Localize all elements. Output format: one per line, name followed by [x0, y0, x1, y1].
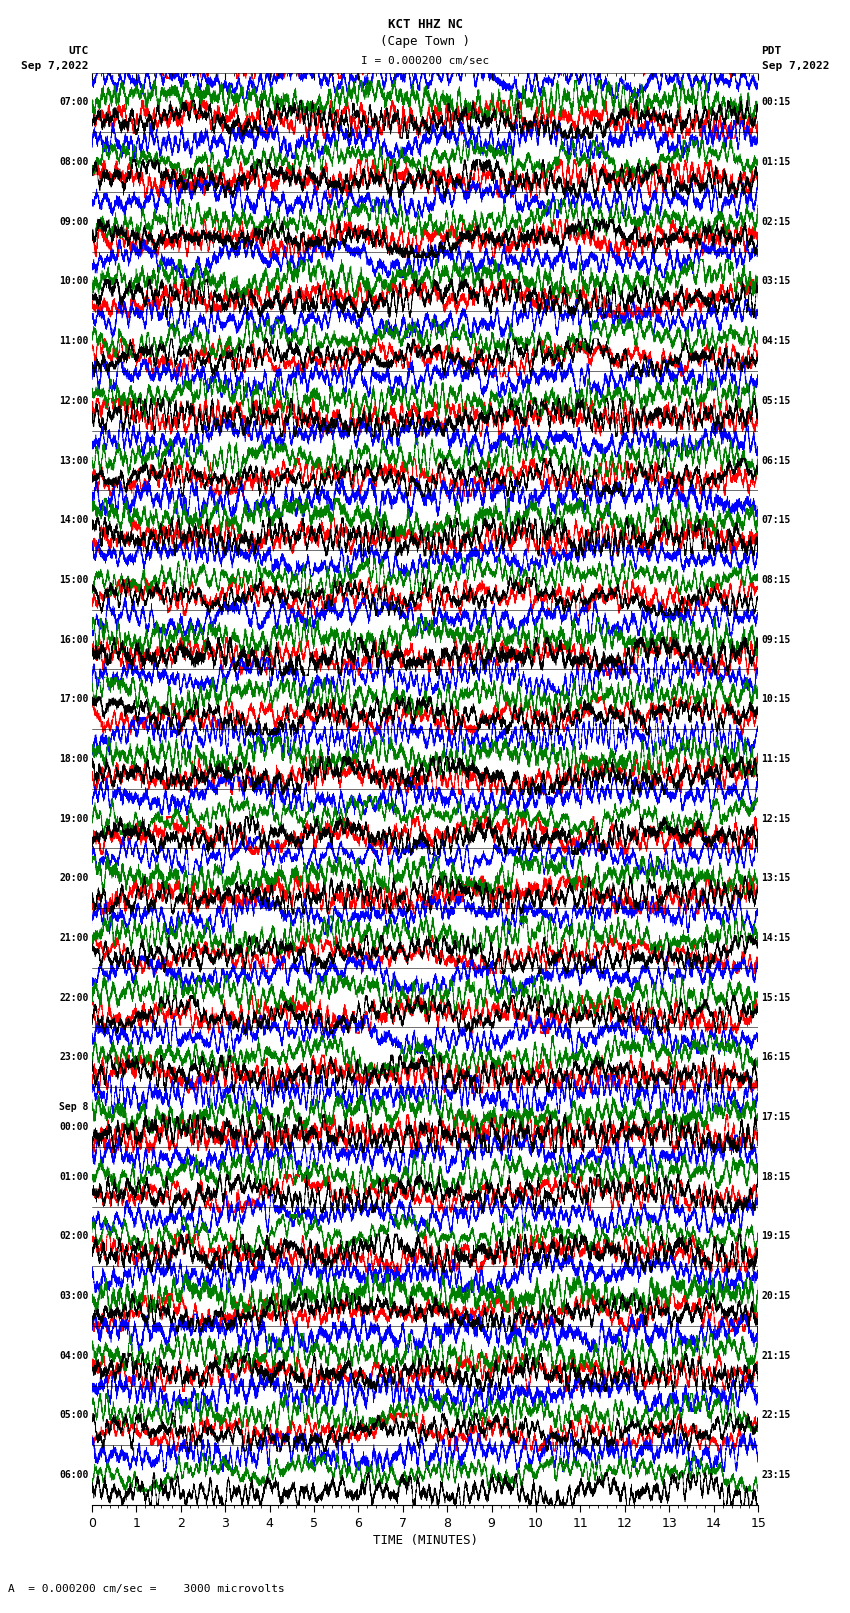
Text: Sep 8: Sep 8	[59, 1102, 88, 1113]
Text: 20:00: 20:00	[59, 873, 88, 884]
Text: 00:15: 00:15	[762, 97, 791, 108]
Text: 06:15: 06:15	[762, 455, 791, 466]
Text: 02:00: 02:00	[59, 1231, 88, 1242]
Text: 09:15: 09:15	[762, 634, 791, 645]
Text: 17:00: 17:00	[59, 694, 88, 705]
Text: 18:00: 18:00	[59, 753, 88, 765]
Text: 11:15: 11:15	[762, 753, 791, 765]
Text: Sep 7,2022: Sep 7,2022	[762, 61, 829, 71]
Text: 06:00: 06:00	[59, 1469, 88, 1481]
X-axis label: TIME (MINUTES): TIME (MINUTES)	[372, 1534, 478, 1547]
Text: 08:00: 08:00	[59, 156, 88, 168]
Text: PDT: PDT	[762, 47, 782, 56]
Text: 10:15: 10:15	[762, 694, 791, 705]
Text: UTC: UTC	[68, 47, 88, 56]
Text: A  = 0.000200 cm/sec =    3000 microvolts: A = 0.000200 cm/sec = 3000 microvolts	[8, 1584, 286, 1594]
Text: I = 0.000200 cm/sec: I = 0.000200 cm/sec	[361, 56, 489, 66]
Text: 04:15: 04:15	[762, 336, 791, 347]
Text: 22:15: 22:15	[762, 1410, 791, 1421]
Text: 23:00: 23:00	[59, 1052, 88, 1063]
Text: 04:00: 04:00	[59, 1350, 88, 1361]
Text: 08:15: 08:15	[762, 574, 791, 586]
Text: 00:00: 00:00	[59, 1121, 88, 1132]
Text: 19:00: 19:00	[59, 813, 88, 824]
Text: 11:00: 11:00	[59, 336, 88, 347]
Text: 09:00: 09:00	[59, 216, 88, 227]
Text: 15:15: 15:15	[762, 992, 791, 1003]
Text: Sep 7,2022: Sep 7,2022	[21, 61, 88, 71]
Text: 22:00: 22:00	[59, 992, 88, 1003]
Text: 16:00: 16:00	[59, 634, 88, 645]
Text: 12:15: 12:15	[762, 813, 791, 824]
Text: 13:15: 13:15	[762, 873, 791, 884]
Text: 07:15: 07:15	[762, 515, 791, 526]
Text: 05:15: 05:15	[762, 395, 791, 406]
Text: 14:15: 14:15	[762, 932, 791, 944]
Text: 21:15: 21:15	[762, 1350, 791, 1361]
Text: KCT HHZ NC: KCT HHZ NC	[388, 18, 462, 31]
Text: 07:00: 07:00	[59, 97, 88, 108]
Text: 20:15: 20:15	[762, 1290, 791, 1302]
Text: 19:15: 19:15	[762, 1231, 791, 1242]
Text: 05:00: 05:00	[59, 1410, 88, 1421]
Text: 12:00: 12:00	[59, 395, 88, 406]
Text: 15:00: 15:00	[59, 574, 88, 586]
Text: (Cape Town ): (Cape Town )	[380, 35, 470, 48]
Text: 03:00: 03:00	[59, 1290, 88, 1302]
Text: 13:00: 13:00	[59, 455, 88, 466]
Text: 16:15: 16:15	[762, 1052, 791, 1063]
Text: 17:15: 17:15	[762, 1111, 791, 1123]
Text: 01:15: 01:15	[762, 156, 791, 168]
Text: 21:00: 21:00	[59, 932, 88, 944]
Text: 03:15: 03:15	[762, 276, 791, 287]
Text: 14:00: 14:00	[59, 515, 88, 526]
Text: 01:00: 01:00	[59, 1171, 88, 1182]
Text: 02:15: 02:15	[762, 216, 791, 227]
Text: 10:00: 10:00	[59, 276, 88, 287]
Text: 18:15: 18:15	[762, 1171, 791, 1182]
Text: 23:15: 23:15	[762, 1469, 791, 1481]
